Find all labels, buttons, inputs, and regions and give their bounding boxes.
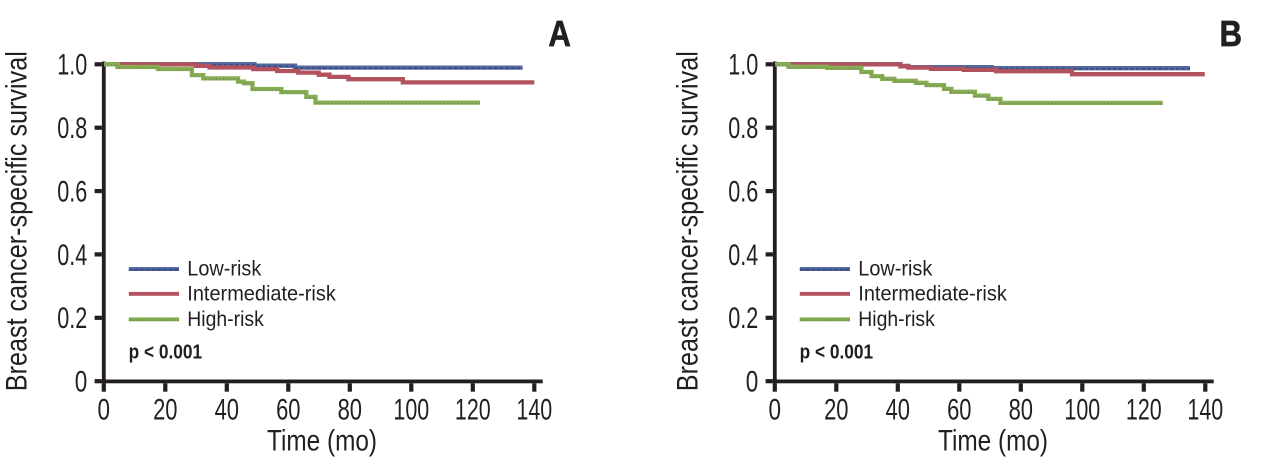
svg-text:High-risk: High-risk	[858, 307, 935, 331]
svg-text:Breast cancer-specific surviva: Breast cancer-specific survival	[671, 51, 704, 391]
svg-text:0.4: 0.4	[728, 239, 758, 272]
svg-text:A: A	[548, 13, 571, 54]
svg-text:40: 40	[215, 393, 239, 426]
svg-text:140: 140	[516, 393, 552, 426]
svg-text:0: 0	[75, 366, 88, 399]
svg-text:High-risk: High-risk	[187, 307, 264, 331]
svg-text:40: 40	[886, 393, 910, 426]
svg-text:Low-risk: Low-risk	[187, 256, 261, 280]
svg-text:Time (mo): Time (mo)	[267, 424, 377, 457]
svg-text:0: 0	[746, 366, 759, 399]
svg-text:80: 80	[338, 393, 362, 426]
svg-text:B: B	[1219, 13, 1242, 54]
svg-text:0.2: 0.2	[57, 302, 87, 335]
svg-text:0: 0	[98, 393, 111, 426]
svg-text:Time (mo): Time (mo)	[938, 424, 1048, 457]
svg-text:100: 100	[1064, 393, 1100, 426]
svg-text:0.6: 0.6	[728, 176, 758, 209]
svg-text:20: 20	[153, 393, 177, 426]
svg-text:100: 100	[393, 393, 429, 426]
svg-text:120: 120	[455, 393, 491, 426]
svg-text:Breast cancer-specific surviva: Breast cancer-specific survival	[0, 51, 33, 391]
svg-text:120: 120	[1126, 393, 1162, 426]
svg-text:80: 80	[1009, 393, 1033, 426]
svg-text:0.8: 0.8	[728, 112, 758, 145]
svg-text:0.8: 0.8	[57, 112, 87, 145]
svg-text:140: 140	[1187, 393, 1223, 426]
svg-text:60: 60	[947, 393, 971, 426]
svg-text:1.0: 1.0	[57, 49, 87, 82]
svg-text:20: 20	[824, 393, 848, 426]
svg-text:0.6: 0.6	[57, 176, 87, 209]
svg-text:1.0: 1.0	[728, 49, 758, 82]
svg-text:p < 0.001: p < 0.001	[800, 342, 874, 364]
svg-text:p < 0.001: p < 0.001	[129, 342, 203, 364]
svg-text:Low-risk: Low-risk	[858, 256, 932, 280]
svg-text:Intermediate-risk: Intermediate-risk	[858, 282, 1007, 306]
svg-text:0.2: 0.2	[728, 302, 758, 335]
svg-text:Intermediate-risk: Intermediate-risk	[187, 282, 336, 306]
svg-text:0: 0	[769, 393, 782, 426]
svg-text:0.4: 0.4	[57, 239, 87, 272]
svg-text:60: 60	[276, 393, 300, 426]
